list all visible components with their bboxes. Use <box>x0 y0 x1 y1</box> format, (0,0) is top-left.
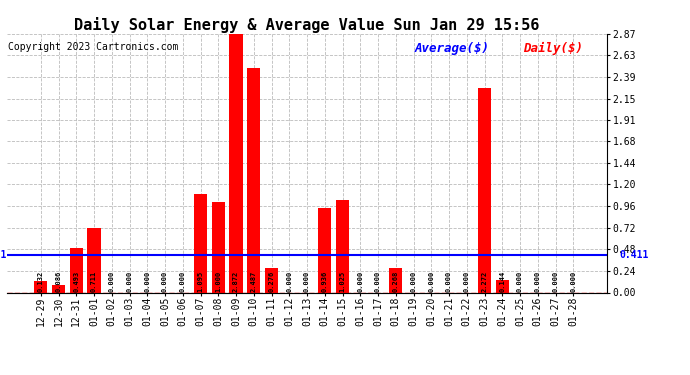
Text: 0.276: 0.276 <box>268 271 275 292</box>
Text: Daily($): Daily($) <box>523 42 583 55</box>
Text: 0.000: 0.000 <box>375 271 381 292</box>
Bar <box>70 248 83 292</box>
Text: 0.000: 0.000 <box>535 271 541 292</box>
Bar <box>88 228 101 292</box>
Text: 0.000: 0.000 <box>286 271 293 292</box>
Bar <box>194 194 207 292</box>
Text: 0.493: 0.493 <box>73 271 79 292</box>
Bar <box>212 202 225 292</box>
Text: Copyright 2023 Cartronics.com: Copyright 2023 Cartronics.com <box>8 42 179 51</box>
Text: 1.025: 1.025 <box>339 271 346 292</box>
Text: 0.000: 0.000 <box>517 271 523 292</box>
Text: 2.272: 2.272 <box>482 271 488 292</box>
Text: 0.000: 0.000 <box>109 271 115 292</box>
Text: 0.000: 0.000 <box>162 271 168 292</box>
Text: 0.411: 0.411 <box>0 251 6 261</box>
Title: Daily Solar Energy & Average Value Sun Jan 29 15:56: Daily Solar Energy & Average Value Sun J… <box>75 16 540 33</box>
Bar <box>318 208 331 292</box>
Bar <box>247 68 260 292</box>
Text: 0.000: 0.000 <box>144 271 150 292</box>
Text: 1.095: 1.095 <box>197 271 204 292</box>
Text: 0.000: 0.000 <box>126 271 132 292</box>
Text: 0.000: 0.000 <box>553 271 558 292</box>
Bar <box>52 285 66 292</box>
Text: Average($): Average($) <box>415 42 490 54</box>
Bar <box>265 268 278 292</box>
Text: 0.144: 0.144 <box>500 271 505 292</box>
Text: 0.711: 0.711 <box>91 271 97 292</box>
Text: 0.000: 0.000 <box>446 271 452 292</box>
Text: 0.132: 0.132 <box>38 271 44 292</box>
Bar <box>34 280 48 292</box>
Text: 0.411: 0.411 <box>619 251 649 261</box>
Text: 0.000: 0.000 <box>180 271 186 292</box>
Text: 0.268: 0.268 <box>393 271 399 292</box>
Bar <box>229 34 243 292</box>
Text: 0.000: 0.000 <box>464 271 470 292</box>
Text: 0.000: 0.000 <box>428 271 434 292</box>
Text: 1.000: 1.000 <box>215 271 221 292</box>
Text: 2.487: 2.487 <box>250 271 257 292</box>
Text: 0.936: 0.936 <box>322 271 328 292</box>
Bar <box>336 200 349 292</box>
Bar <box>495 279 509 292</box>
Text: 0.000: 0.000 <box>357 271 364 292</box>
Bar <box>478 88 491 292</box>
Bar <box>389 268 402 292</box>
Text: 0.000: 0.000 <box>570 271 576 292</box>
Text: 0.000: 0.000 <box>304 271 310 292</box>
Text: 2.872: 2.872 <box>233 271 239 292</box>
Text: 0.000: 0.000 <box>411 271 417 292</box>
Text: 0.086: 0.086 <box>56 271 61 292</box>
